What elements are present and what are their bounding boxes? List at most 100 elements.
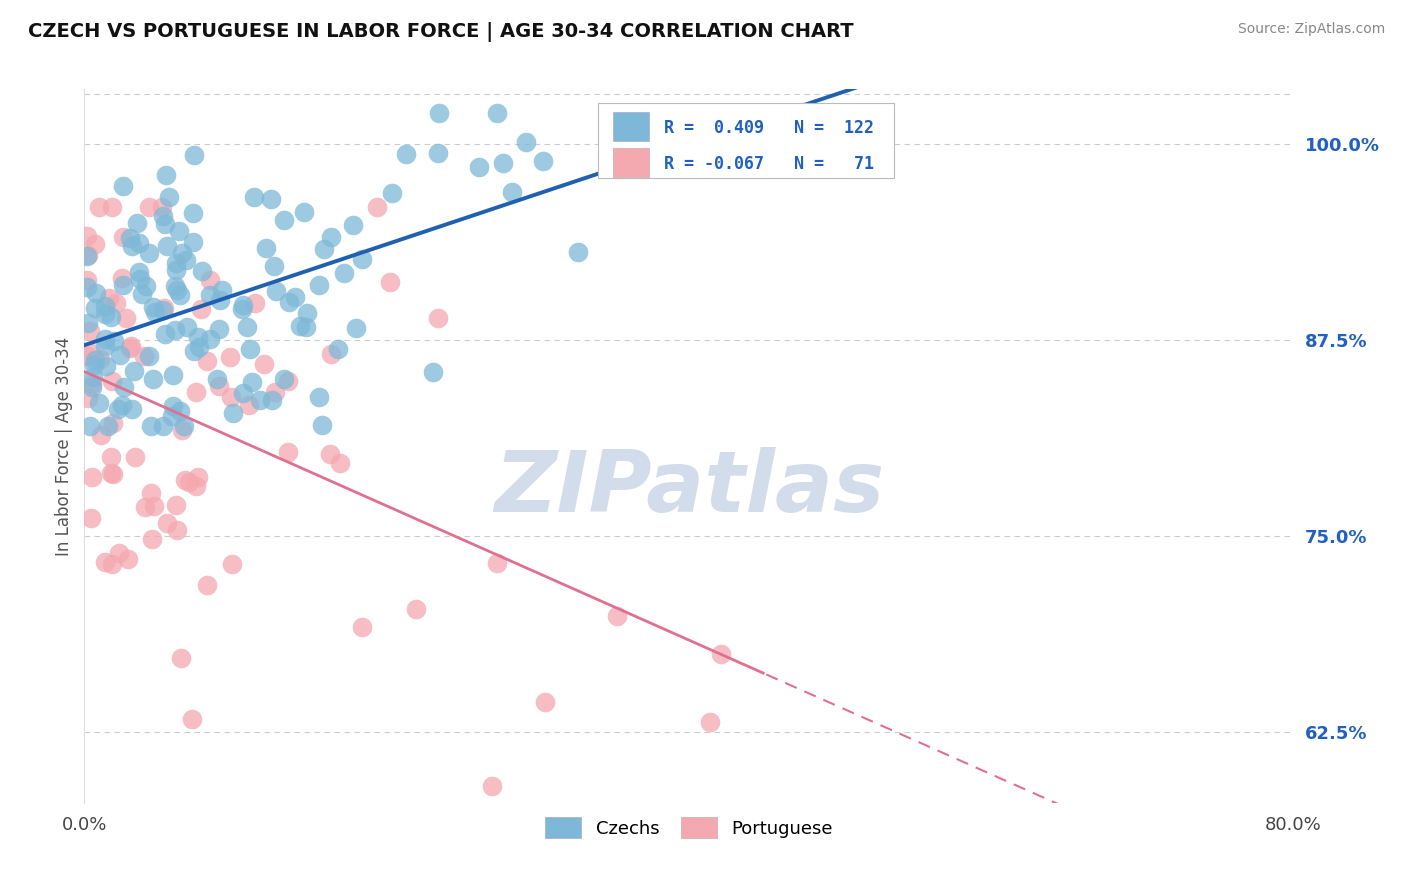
- Point: [128, 265, 150, 279]
- Point: [79, 419, 101, 434]
- Point: [198, 332, 221, 346]
- Point: [208, 322, 231, 336]
- Point: [165, 262, 187, 277]
- Point: [120, 341, 142, 355]
- Point: [166, 523, 188, 537]
- Point: [135, 278, 157, 293]
- Point: [97, 419, 120, 434]
- Point: [239, 342, 262, 356]
- Point: [94, 332, 117, 346]
- Point: [139, 486, 162, 500]
- Point: [180, 712, 202, 726]
- Point: [94, 339, 117, 353]
- Point: [710, 648, 733, 662]
- Point: [492, 156, 515, 170]
- Point: [82, 370, 104, 384]
- Point: [170, 423, 193, 437]
- Point: [94, 555, 117, 569]
- Point: [284, 290, 307, 304]
- Y-axis label: In Labor Force | Age 30-34: In Labor Force | Age 30-34: [55, 336, 73, 556]
- Point: [83, 358, 105, 372]
- Point: [170, 651, 193, 665]
- Point: [468, 160, 491, 174]
- Point: [84, 352, 107, 367]
- Point: [128, 235, 150, 250]
- Point: [173, 419, 195, 434]
- Point: [124, 450, 146, 464]
- Point: [87, 396, 110, 410]
- Point: [264, 385, 287, 400]
- Point: [256, 241, 278, 255]
- Point: [108, 546, 131, 560]
- Point: [273, 372, 295, 386]
- Point: [111, 277, 134, 292]
- Point: [76, 229, 98, 244]
- Point: [218, 351, 240, 365]
- Point: [80, 470, 103, 484]
- Point: [162, 368, 184, 382]
- Point: [260, 392, 283, 407]
- Point: [314, 242, 336, 256]
- Point: [152, 209, 174, 223]
- Point: [426, 310, 449, 325]
- Text: Source: ZipAtlas.com: Source: ZipAtlas.com: [1237, 22, 1385, 37]
- Point: [266, 284, 288, 298]
- Point: [134, 500, 156, 515]
- Point: [190, 302, 212, 317]
- Point: [232, 386, 254, 401]
- Point: [366, 200, 388, 214]
- Point: [395, 146, 418, 161]
- Point: [100, 450, 122, 464]
- Point: [221, 558, 243, 572]
- Point: [174, 473, 197, 487]
- Point: [259, 192, 281, 206]
- Point: [76, 248, 98, 262]
- Point: [232, 297, 254, 311]
- Point: [155, 218, 177, 232]
- Point: [515, 135, 537, 149]
- Point: [240, 375, 263, 389]
- Point: [606, 609, 628, 624]
- Point: [90, 428, 112, 442]
- Point: [333, 266, 356, 280]
- Point: [143, 304, 166, 318]
- Point: [101, 374, 124, 388]
- Point: [245, 295, 267, 310]
- Point: [321, 230, 343, 244]
- Point: [97, 292, 120, 306]
- Point: [129, 272, 152, 286]
- Point: [342, 219, 364, 233]
- FancyBboxPatch shape: [613, 112, 650, 141]
- Point: [156, 516, 179, 530]
- Point: [172, 246, 194, 260]
- Point: [103, 467, 125, 481]
- Point: [141, 532, 163, 546]
- Point: [108, 348, 131, 362]
- Point: [273, 213, 295, 227]
- Point: [186, 385, 208, 400]
- Point: [169, 404, 191, 418]
- Point: [277, 295, 299, 310]
- Point: [76, 349, 98, 363]
- Point: [380, 275, 402, 289]
- Point: [111, 179, 134, 194]
- Point: [319, 347, 342, 361]
- Point: [277, 444, 299, 458]
- Text: R =  0.409   N =  122: R = 0.409 N = 122: [664, 119, 873, 136]
- Point: [89, 351, 111, 366]
- Point: [100, 466, 122, 480]
- Point: [94, 359, 117, 373]
- Point: [165, 279, 187, 293]
- Point: [93, 307, 115, 321]
- Point: [169, 287, 191, 301]
- Point: [138, 349, 160, 363]
- Point: [205, 372, 228, 386]
- Point: [124, 363, 146, 377]
- Point: [249, 393, 271, 408]
- Point: [208, 379, 231, 393]
- Point: [76, 391, 98, 405]
- Legend: Czechs, Portuguese: Czechs, Portuguese: [536, 808, 842, 847]
- Point: [141, 372, 163, 386]
- Point: [426, 146, 449, 161]
- Point: [481, 779, 503, 793]
